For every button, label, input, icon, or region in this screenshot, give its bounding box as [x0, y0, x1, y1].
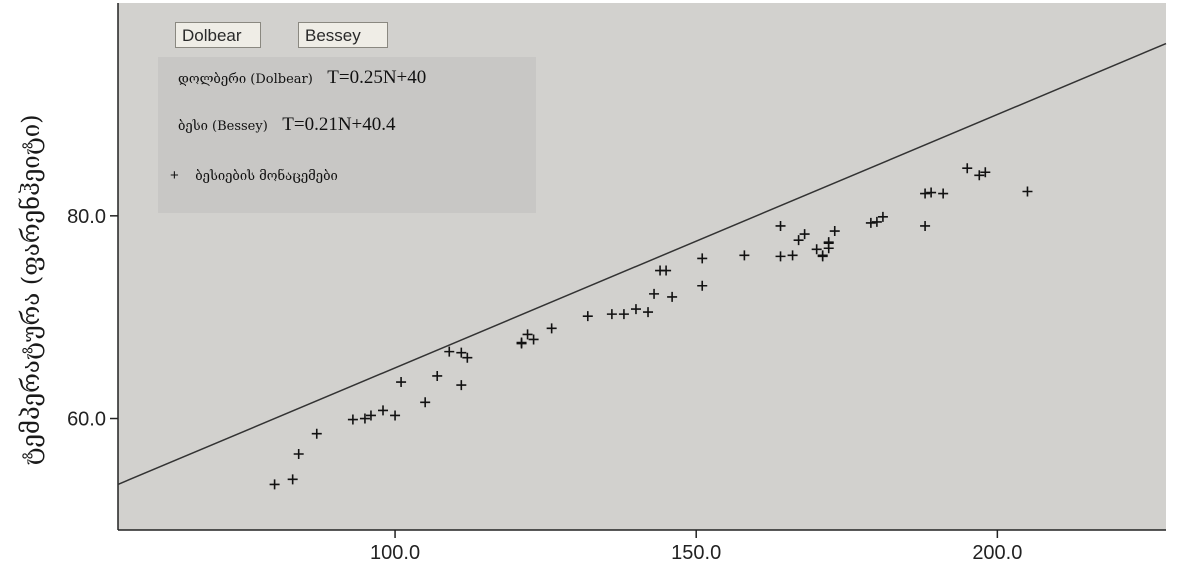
- x-tick-label: 150.0: [671, 542, 721, 564]
- data-point: [829, 226, 840, 237]
- data-point: [980, 167, 991, 178]
- x-tick-label: 100.0: [370, 542, 420, 564]
- data-point: [359, 413, 370, 424]
- data-point: [456, 380, 467, 391]
- data-point: [739, 250, 750, 261]
- data-point: [926, 187, 937, 198]
- data-point: [522, 329, 533, 340]
- data-point: [865, 217, 876, 228]
- data-point: [516, 337, 527, 348]
- legend: დოლბერი (Dolbear) T=0.25N+40 ბესი (Besse…: [158, 57, 536, 213]
- legend-entry-data: + ბესიების მონაცემები: [170, 167, 338, 185]
- legend-data-label: ბესიების მონაცემები: [195, 169, 338, 184]
- data-point: [775, 251, 786, 262]
- data-point: [920, 188, 931, 199]
- data-point: [269, 479, 280, 490]
- legend-entry-bessey: ბესი (Bessey) T=0.21N+40.4: [178, 114, 396, 136]
- legend-bessey-name: ბესი (Bessey): [178, 119, 268, 134]
- y-tick-label: 80.0: [67, 206, 106, 228]
- data-point: [823, 238, 834, 249]
- data-point: [618, 309, 629, 320]
- data-point: [432, 370, 443, 381]
- data-point: [293, 448, 304, 459]
- data-point: [799, 229, 810, 240]
- data-point: [649, 288, 660, 299]
- data-point: [920, 220, 931, 231]
- data-point: [938, 188, 949, 199]
- data-point: [974, 170, 985, 181]
- dolbear-fit-line: [117, 42, 1167, 486]
- data-point: [546, 323, 557, 334]
- data-point: [697, 280, 708, 291]
- data-point: [661, 265, 672, 276]
- y-tick-label: 60.0: [67, 409, 106, 431]
- data-point: [775, 220, 786, 231]
- data-point: [787, 250, 798, 261]
- data-point: [962, 163, 973, 174]
- data-point: [444, 346, 455, 357]
- data-point: [287, 474, 298, 485]
- data-point: [390, 410, 401, 421]
- legend-dolbear-equation: T=0.25N+40: [327, 67, 427, 88]
- data-point: [378, 405, 389, 416]
- data-point: [811, 244, 822, 255]
- x-tick-label: 200.0: [972, 542, 1022, 564]
- data-point: [528, 334, 539, 345]
- data-point: [420, 397, 431, 408]
- data-point: [697, 253, 708, 264]
- data-point: [606, 309, 617, 320]
- plus-marker-icon: +: [170, 167, 179, 184]
- data-point: [582, 311, 593, 322]
- data-point: [347, 414, 358, 425]
- data-point: [871, 216, 882, 227]
- data-point: [365, 410, 376, 421]
- data-point: [462, 352, 473, 363]
- data-point: [311, 428, 322, 439]
- data-point: [877, 211, 888, 222]
- legend-bessey-equation: T=0.21N+40.4: [282, 114, 396, 135]
- data-point: [793, 235, 804, 246]
- dolbear-button[interactable]: Dolbear: [175, 22, 261, 48]
- data-point: [456, 347, 467, 358]
- legend-dolbear-name: დოლბერი (Dolbear): [178, 72, 313, 87]
- data-point: [630, 304, 641, 315]
- data-point: [1022, 186, 1033, 197]
- y-axis-label: ტემპერატურა (ფარენჰეიტი): [17, 114, 45, 466]
- data-point: [667, 291, 678, 302]
- legend-entry-dolbear: დოლბერი (Dolbear) T=0.25N+40: [178, 67, 426, 89]
- data-point: [396, 377, 407, 388]
- data-point: [817, 251, 828, 262]
- data-point: [643, 307, 654, 318]
- bessey-button[interactable]: Bessey: [298, 22, 388, 48]
